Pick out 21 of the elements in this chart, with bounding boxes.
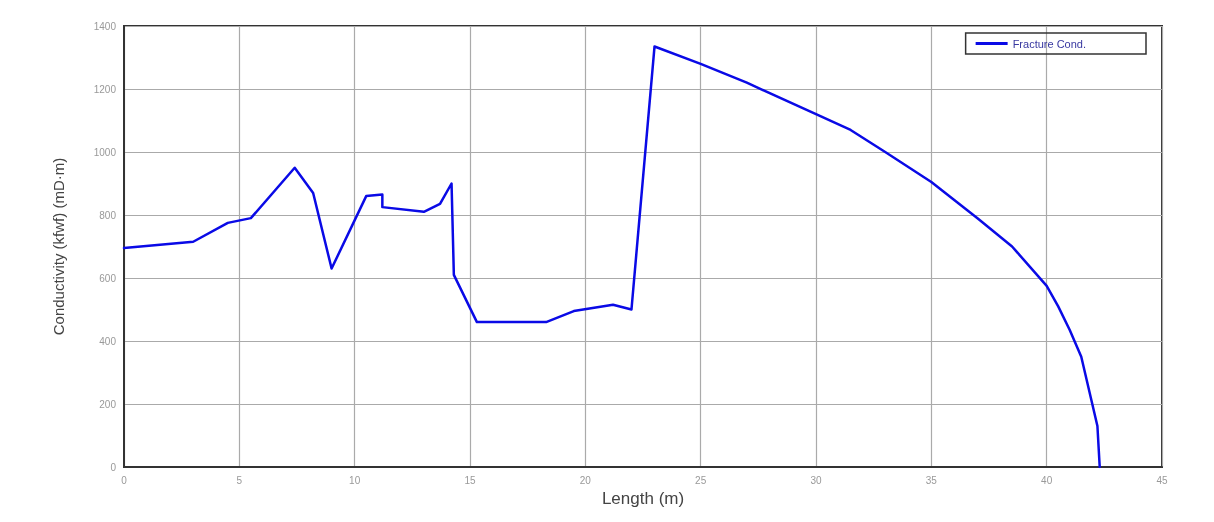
y-tick-label: 600 bbox=[99, 272, 117, 284]
legend-label: Fracture Cond. bbox=[1012, 37, 1087, 50]
x-tick-label: 0 bbox=[121, 474, 128, 486]
y-tick-label: 1200 bbox=[93, 83, 117, 95]
y-tick-label: 200 bbox=[99, 398, 117, 410]
y-tick-label: 1400 bbox=[93, 20, 117, 32]
x-tick-label: 15 bbox=[464, 474, 476, 486]
x-tick-label: 30 bbox=[810, 474, 822, 486]
x-tick-label: 40 bbox=[1041, 474, 1053, 486]
y-tick-label: 800 bbox=[99, 209, 117, 221]
x-tick-label: 10 bbox=[349, 474, 361, 486]
y-tick-label: 0 bbox=[110, 461, 117, 473]
x-tick-label: 5 bbox=[236, 474, 243, 486]
x-tick-label: 45 bbox=[1156, 474, 1168, 486]
x-axis-title: Length (m) bbox=[601, 488, 685, 508]
x-tick-label: 35 bbox=[925, 474, 938, 486]
y-tick-label: 1000 bbox=[93, 146, 117, 158]
y-tick-label: 400 bbox=[99, 335, 117, 347]
x-tick-label: 20 bbox=[579, 474, 592, 486]
y-axis-title: Conductivity (kfwf) (mD·m) bbox=[50, 157, 67, 336]
x-tick-label: 25 bbox=[695, 474, 707, 486]
